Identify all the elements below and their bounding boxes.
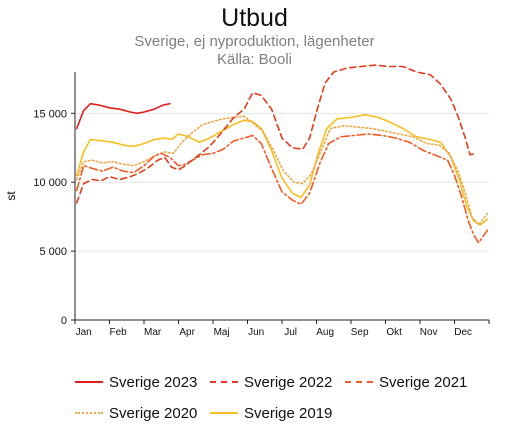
y-tick-label: 5 000 — [39, 246, 67, 258]
legend-label: Sverige 2021 — [379, 373, 468, 391]
legend-label: Sverige 2020 — [109, 404, 198, 422]
x-tick-label: Jun — [248, 327, 264, 338]
legend-swatch — [75, 412, 103, 414]
series-line-sverige-2020 — [75, 115, 489, 226]
series-line-sverige-2021 — [75, 133, 489, 244]
series-line-sverige-2022 — [75, 64, 478, 204]
legend-label: Sverige 2022 — [244, 373, 333, 391]
legend-item: Sverige 2020 — [75, 403, 197, 423]
x-tick-label: Feb — [110, 327, 128, 338]
chart-source: Källa: Booli — [216, 51, 293, 68]
x-tick-label: Maj — [214, 327, 230, 338]
x-tick-label: Dec — [454, 327, 472, 338]
legend-label: Sverige 2019 — [244, 404, 333, 422]
legend-item: Sverige 2022 — [210, 372, 332, 392]
y-axis: 0 5 000 10 000 15 000 — [33, 72, 76, 327]
x-tick-label: Nov — [420, 327, 438, 338]
y-tick-label: 15 000 — [33, 108, 67, 120]
legend-label: Sverige 2023 — [109, 373, 198, 391]
series-line-sverige-2019 — [75, 113, 489, 226]
legend-swatch — [75, 381, 103, 383]
legend-item: Sverige 2023 — [75, 372, 197, 392]
legend-swatch — [210, 412, 238, 414]
x-tick-label: Sep — [351, 327, 369, 338]
x-tick-label: Aug — [316, 327, 334, 338]
x-tick-label: Mar — [144, 327, 162, 338]
legend-item: Sverige 2021 — [345, 372, 467, 392]
legend-swatch — [345, 381, 373, 383]
y-axis-label: st — [4, 191, 18, 201]
grid-lines — [75, 112, 489, 252]
chart-subtitle: Sverige, ej nyproduktion, lägenheter — [134, 33, 375, 50]
x-tick-label: Jan — [76, 327, 92, 338]
x-tick-label: Jul — [284, 327, 297, 338]
series-lines — [75, 64, 489, 244]
x-tick-label: Okt — [386, 327, 402, 338]
x-tick-label: Apr — [179, 327, 195, 338]
chart-title: Utbud — [221, 4, 288, 32]
legend-item: Sverige 2019 — [210, 403, 332, 423]
y-tick-label: 0 — [61, 315, 67, 327]
x-axis: Jan Feb Mar Apr Maj Jun Jul Aug Sep Okt Nov Dec — [74, 319, 490, 338]
legend: Sverige 2023 Sverige 2022 Sverige 2021 Sver… — [0, 368, 509, 434]
y-tick-label: 10 000 — [33, 177, 67, 189]
series-line-sverige-2023 — [75, 102, 171, 130]
legend-swatch — [210, 381, 238, 383]
